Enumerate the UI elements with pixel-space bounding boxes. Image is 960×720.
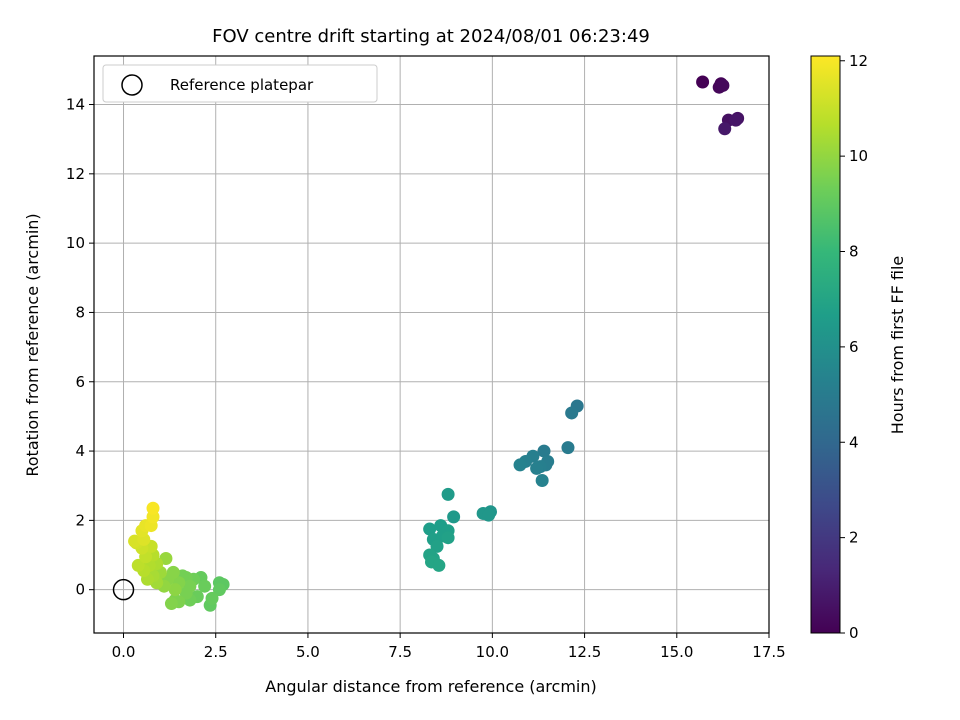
data-point — [561, 441, 575, 455]
y-axis: 0 2 4 6 8 10 12 14 — [66, 96, 94, 599]
y-tick-label: 6 — [75, 373, 85, 391]
data-point — [146, 501, 160, 515]
colorbar-tick-label: 8 — [849, 243, 859, 261]
x-tick-label: 17.5 — [752, 643, 785, 661]
colorbar-tick-label: 12 — [849, 52, 868, 70]
colorbar: 0 2 4 6 8 10 12 Hours from first FF file — [810, 52, 907, 642]
data-point — [530, 461, 544, 475]
colorbar-tick-label: 4 — [849, 433, 859, 451]
data-point — [423, 522, 437, 536]
data-point — [447, 510, 461, 524]
data-point — [179, 586, 193, 600]
data-point — [537, 444, 551, 458]
data-point — [168, 583, 182, 597]
colorbar-label: Hours from first FF file — [888, 256, 907, 435]
data-point — [164, 597, 178, 611]
x-tick-label: 10.0 — [476, 643, 509, 661]
x-tick-label: 2.5 — [204, 643, 228, 661]
legend: Reference platepar — [102, 64, 378, 103]
y-tick-label: 0 — [75, 581, 85, 599]
x-axis-label: Angular distance from reference (arcmin) — [265, 677, 596, 696]
y-tick-label: 4 — [75, 442, 85, 460]
chart-title: FOV centre drift starting at 2024/08/01 … — [212, 26, 650, 47]
plot-frame — [93, 55, 770, 634]
legend-label: Reference platepar — [170, 76, 314, 94]
grid-lines — [94, 56, 770, 633]
y-tick-label: 12 — [66, 165, 85, 183]
legend-box — [102, 64, 378, 103]
data-points — [128, 75, 745, 612]
data-point — [729, 113, 743, 127]
x-tick-label: 0.0 — [112, 643, 136, 661]
y-tick-label: 14 — [66, 96, 85, 114]
x-tick-label: 12.5 — [568, 643, 601, 661]
data-point — [441, 487, 455, 501]
data-point — [482, 508, 496, 522]
x-tick-label: 7.5 — [388, 643, 412, 661]
reference-marker — [112, 578, 135, 601]
data-point — [205, 591, 219, 605]
data-point — [565, 406, 579, 420]
y-tick-label: 10 — [66, 234, 85, 252]
y-tick-label: 8 — [75, 303, 85, 321]
y-tick-label: 2 — [75, 511, 85, 529]
data-point — [432, 558, 446, 572]
data-point — [716, 78, 730, 92]
x-tick-label: 5.0 — [296, 643, 320, 661]
y-axis-label: Rotation from reference (arcmin) — [23, 213, 42, 476]
colorbar-tick-label: 10 — [849, 147, 868, 165]
colorbar-gradient — [810, 55, 841, 634]
colorbar-ticks: 0 2 4 6 8 10 12 — [840, 52, 868, 642]
colorbar-tick-label: 2 — [849, 529, 859, 547]
data-point — [212, 583, 226, 597]
data-point — [441, 531, 455, 545]
data-point — [430, 539, 444, 553]
data-point — [198, 579, 212, 593]
colorbar-tick-label: 0 — [849, 624, 859, 642]
x-tick-label: 15.0 — [660, 643, 693, 661]
data-point — [718, 122, 732, 136]
data-point — [696, 75, 710, 89]
data-point — [535, 474, 549, 488]
colorbar-tick-label: 6 — [849, 338, 859, 356]
legend-marker — [121, 74, 143, 96]
data-point — [131, 558, 145, 572]
data-point — [513, 458, 527, 472]
x-axis: 0.0 2.5 5.0 7.5 10.0 12.5 15.0 17.5 — [112, 633, 786, 661]
